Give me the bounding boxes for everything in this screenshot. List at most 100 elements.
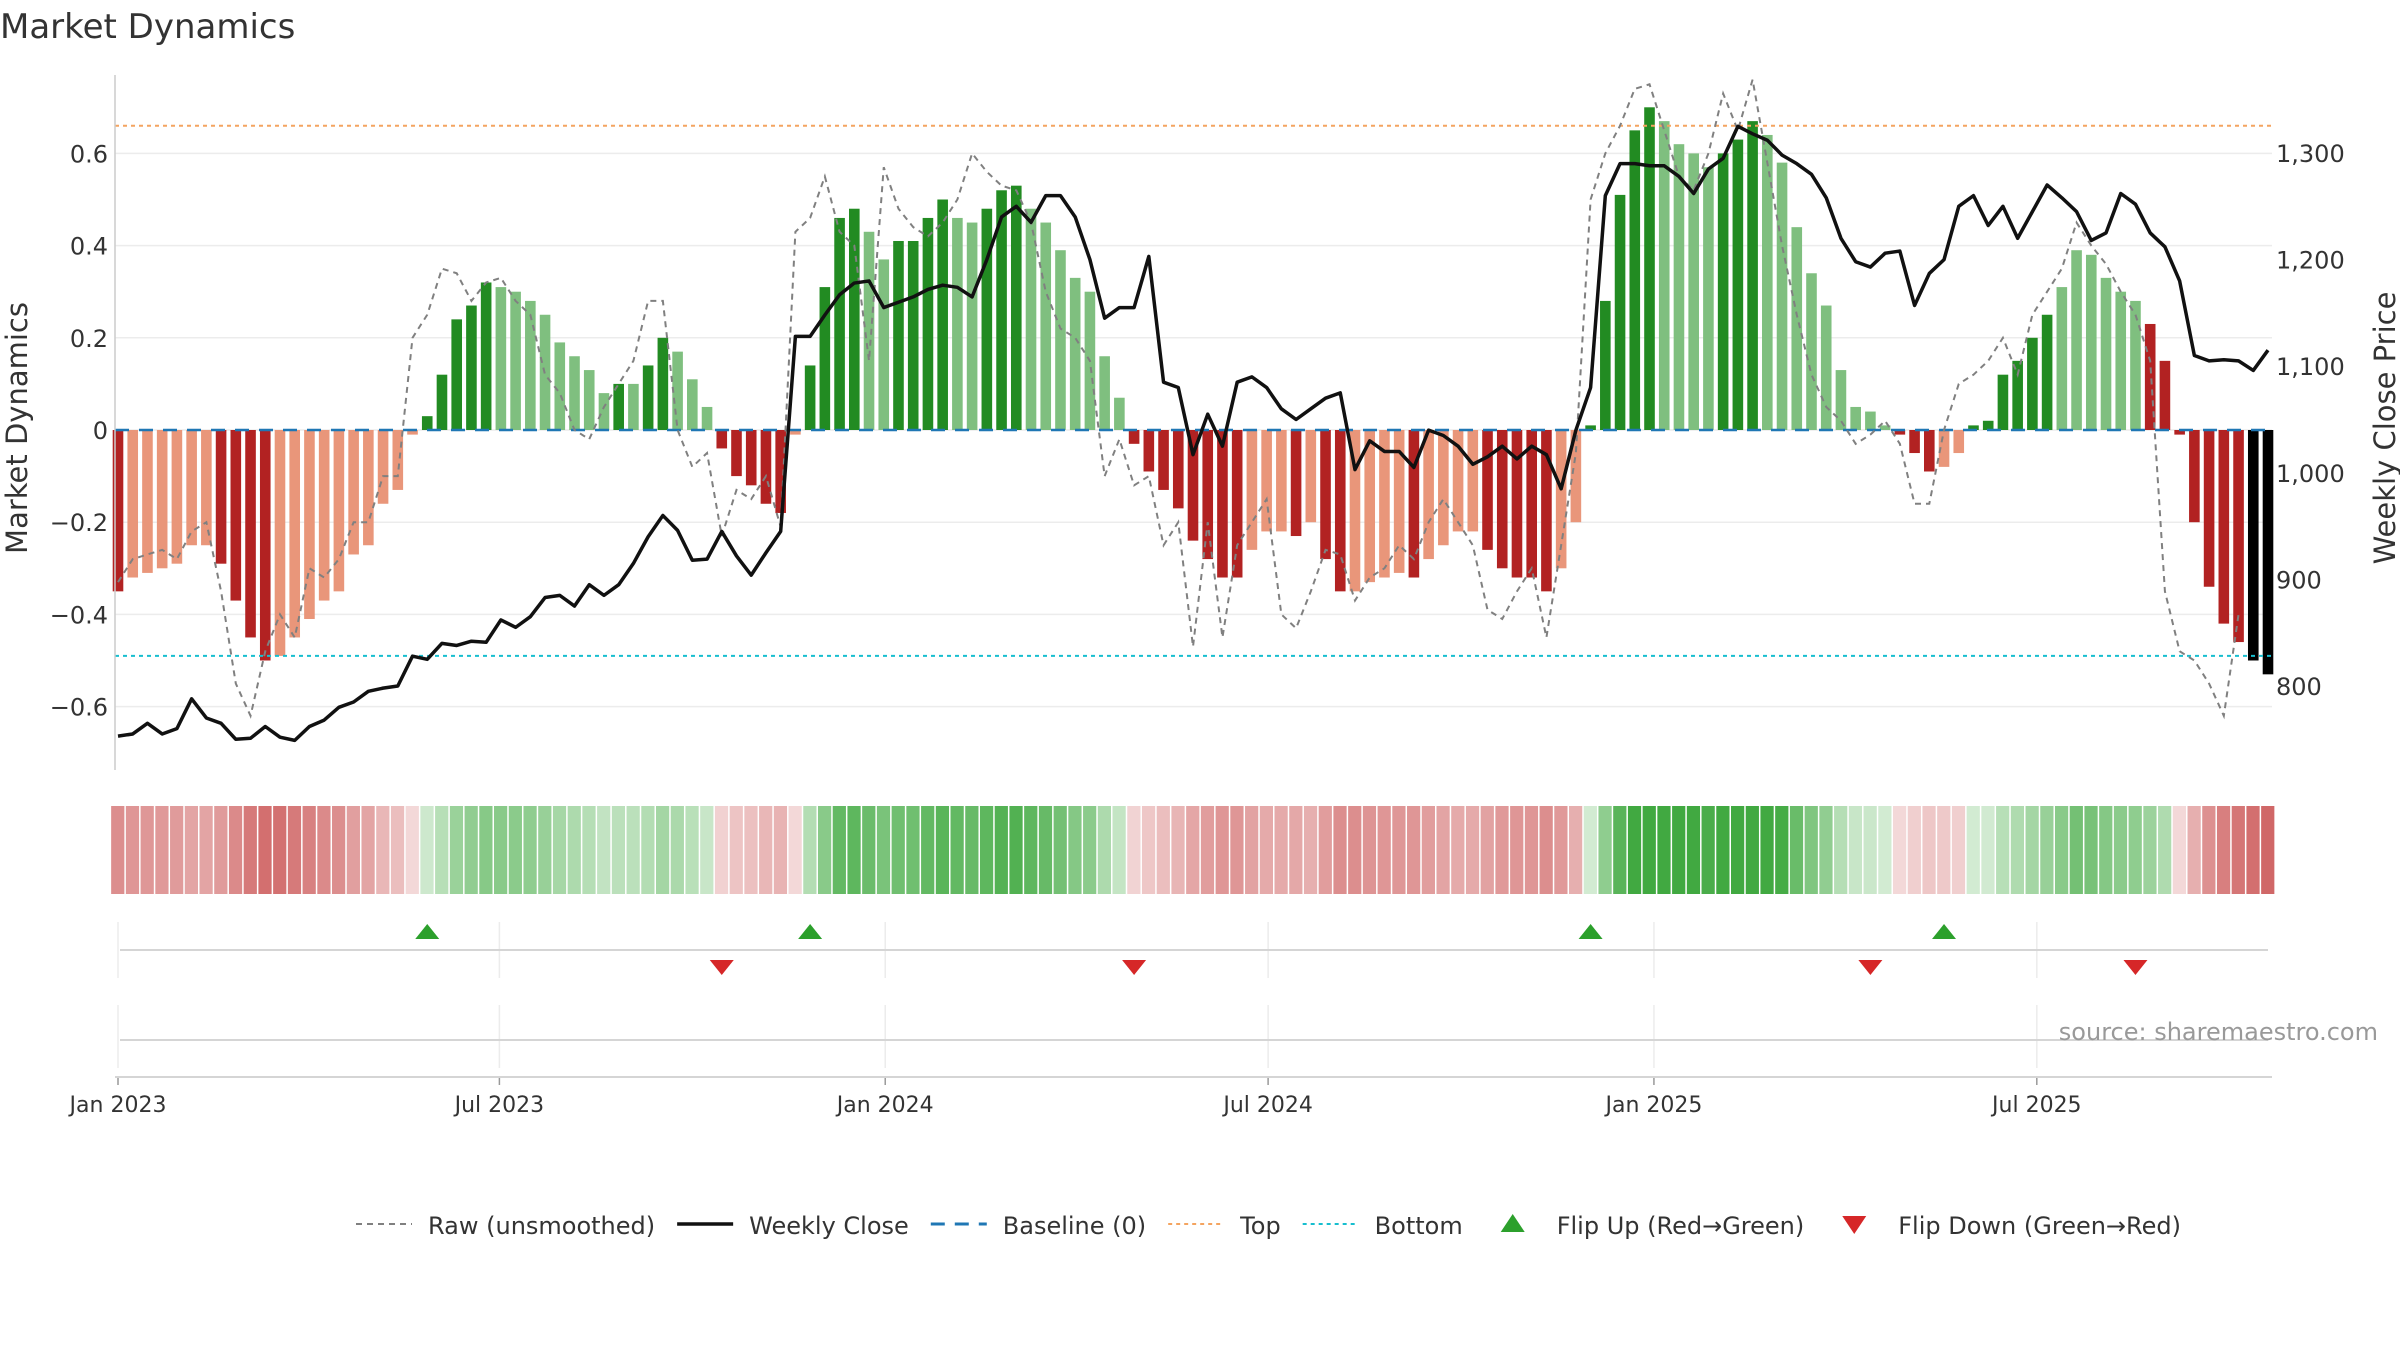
regime-cell (1716, 806, 1730, 894)
dynamics-bar (2085, 254, 2097, 430)
regime-cell (1701, 806, 1715, 894)
regime-cell (1068, 806, 1082, 894)
regime-cell (1053, 806, 1067, 894)
regime-cell (1141, 806, 1156, 894)
regime-cell (243, 806, 257, 894)
dynamics-bar (1217, 430, 1228, 578)
dynamics-bar (1482, 430, 1493, 550)
dynamics-bar (701, 406, 713, 430)
dynamics-bar (1909, 430, 1920, 454)
y-axis-title: Market Dynamics (0, 302, 34, 554)
dynamics-bar (1762, 134, 1773, 430)
dynamics-bar (363, 430, 374, 546)
regime-cell (2216, 806, 2231, 894)
regime-cell (773, 806, 788, 894)
dynamics-bar (554, 342, 566, 430)
x-tick-label: Jan 2023 (68, 1093, 167, 1118)
regime-cell (1951, 806, 1966, 894)
dynamics-bar (598, 393, 610, 430)
legend-label: Weekly Close (749, 1212, 909, 1240)
raw-line (117, 79, 2240, 720)
legend-item: Baseline (0) (930, 1212, 1146, 1240)
dynamics-bar (112, 430, 124, 592)
dynamics-bar (1467, 430, 1479, 532)
dynamics-bar (1658, 121, 1670, 430)
dynamics-bar (922, 217, 934, 430)
dynamics-bar (1791, 227, 1803, 430)
regime-strip-layer (111, 806, 2275, 894)
regime-cell (376, 806, 390, 894)
regime-cell (1392, 806, 1406, 894)
dynamics-bar (1438, 430, 1449, 546)
dynamics-bar (333, 430, 345, 592)
regime-cell (1657, 806, 1671, 894)
dynamics-bar (466, 305, 477, 430)
dynamics-bar (687, 379, 698, 430)
dynamics-bar (1806, 273, 1817, 430)
regime-cell (346, 806, 360, 894)
regime-cell (1377, 806, 1391, 894)
regime-cell (1613, 806, 1627, 894)
regime-cell (1156, 806, 1170, 894)
regime-cell (464, 806, 478, 894)
dynamics-bar (1158, 430, 1169, 490)
dynamics-bar (775, 430, 786, 513)
regime-cell (714, 806, 729, 894)
regime-cell (2040, 806, 2054, 894)
regime-cell (965, 806, 979, 894)
dynamics-bar (1055, 250, 1066, 430)
regime-cell (670, 806, 684, 894)
legend-item: Flip Up (Red→Green) (1500, 1212, 1805, 1240)
page-title: Market Dynamics (0, 7, 295, 47)
y2-tick-label: 1,100 (2276, 353, 2345, 381)
dynamics-bar (2144, 323, 2156, 430)
y-tick-label: −0.2 (50, 509, 108, 537)
regime-cell (1112, 806, 1126, 894)
dynamics-bar (1364, 430, 1376, 583)
regime-cell (597, 806, 611, 894)
y2-tick-label: 900 (2276, 566, 2322, 594)
dynamics-bar (1953, 430, 1965, 454)
dynamics-bar (819, 287, 831, 430)
regime-cell (1318, 806, 1332, 894)
regime-cell (1230, 806, 1244, 894)
legend-label: Top (1239, 1212, 1281, 1240)
y2-axis-title: Weekly Close Price (2368, 292, 2400, 565)
regime-cell (1996, 806, 2010, 894)
legend-item: Flip Down (Green→Red) (1842, 1212, 2181, 1240)
regime-cell (611, 806, 626, 894)
regime-cell (449, 806, 464, 894)
regime-cell (1024, 806, 1038, 894)
legend-item: Top (1168, 1212, 1281, 1240)
legend-layer: Raw (unsmoothed) Weekly Close Baseline (0)… (356, 1212, 2181, 1240)
dynamics-bar (1231, 430, 1243, 578)
dynamics-bar (2262, 430, 2274, 675)
dynamics-bar (171, 430, 183, 564)
regime-cell (1436, 806, 1450, 894)
dynamics-bar (981, 208, 993, 430)
y-tick-label: 0.4 (70, 233, 108, 261)
regime-cell (847, 806, 861, 894)
dynamics-bar (1511, 430, 1523, 578)
dynamics-bar (1982, 420, 1994, 430)
regime-cell (228, 806, 243, 894)
regime-cell (1627, 806, 1642, 894)
dynamics-bar (1968, 425, 1979, 430)
regime-cell (700, 806, 714, 894)
legend-label: Flip Up (Red→Green) (1557, 1212, 1805, 1240)
regime-cell (1303, 806, 1318, 894)
regime-cell (273, 806, 287, 894)
dynamics-bar (1865, 411, 1876, 430)
dynamics-bar (583, 370, 595, 430)
regime-cell (1421, 806, 1435, 894)
regime-cell (1097, 806, 1112, 894)
dynamics-bar (127, 430, 139, 578)
dynamics-bar (186, 430, 197, 546)
weekly-close-line (117, 124, 2270, 743)
dynamics-bar (1820, 305, 1832, 430)
dynamics-bar (952, 217, 963, 430)
regime-cell (1863, 806, 1877, 894)
dynamics-bar (377, 430, 389, 504)
regime-cell (1569, 806, 1583, 894)
dynamics-bar (1938, 430, 1950, 467)
